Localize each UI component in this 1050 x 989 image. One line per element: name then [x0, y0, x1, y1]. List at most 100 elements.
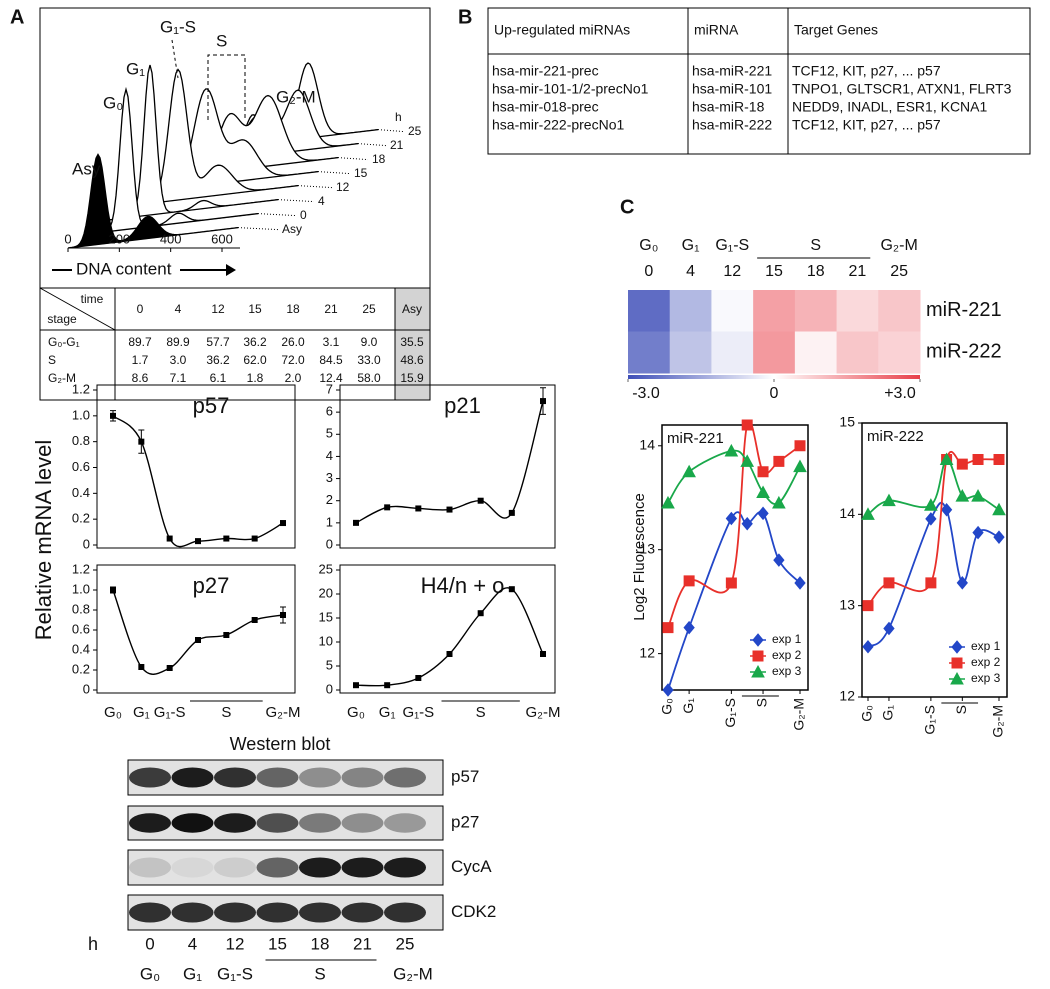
mirna-table-cell: hsa-mir-101-1/2-precNo1: [492, 81, 649, 97]
flow-peak-label: S: [216, 31, 227, 50]
panel-label: C: [620, 196, 634, 218]
y-tick-label: 13: [639, 540, 655, 556]
series-point: [741, 516, 753, 531]
series-point: [882, 493, 896, 507]
blot-stage: G₀: [140, 964, 160, 983]
blot-band: [129, 813, 171, 833]
data-line: [112, 589, 284, 675]
series-point: [924, 498, 938, 511]
data-point: [251, 535, 258, 542]
mirna-table-cell: TCF12, KIT, p27, ... p57: [792, 63, 941, 79]
heatmap-stage: G₀: [639, 237, 658, 254]
heatmap-hour: 21: [849, 263, 867, 280]
x-tick-label: G₂-M: [266, 704, 301, 721]
blot-band: [171, 902, 214, 923]
blot-band: [341, 813, 384, 833]
stage-table-cell: 36.2: [206, 353, 230, 367]
heatmap-stage: G₁: [682, 237, 700, 254]
stage-table-cell: 8.6: [132, 371, 149, 385]
flow-tick-label: 400: [160, 231, 182, 246]
x-tick-label: G₁: [133, 704, 150, 721]
x-tick-label: G₁-S: [722, 698, 738, 728]
heatmap-cell: [836, 290, 879, 332]
data-point: [223, 535, 230, 542]
blot-stage: G₂-M: [393, 964, 433, 983]
colorbar-label: -3.0: [632, 385, 660, 402]
x-tick-label: S: [476, 704, 486, 721]
plot-frame: [339, 384, 556, 549]
series-point: [757, 506, 769, 521]
flow-depth-label: 4: [318, 194, 325, 208]
heatmap-cell: [794, 331, 838, 374]
blot-band: [171, 813, 214, 833]
heatmap-stage: S: [810, 237, 821, 254]
data-point: [223, 632, 230, 638]
x-tick-label: G₁: [379, 704, 396, 721]
stage-table-cell: 48.6: [400, 353, 424, 367]
series-point: [773, 553, 785, 567]
stage-table-cell: 62.0: [243, 353, 267, 367]
flow-leader: [317, 171, 351, 175]
stage-table-cell: 57.7: [206, 335, 230, 349]
legend-label: exp 2: [772, 648, 802, 662]
blot-band: [214, 857, 256, 878]
flow-depth-label: 12: [336, 180, 350, 194]
heatmap-cell: [753, 290, 796, 332]
mirna-table-cell: hsa-miR-18: [692, 99, 765, 115]
flow-depth-label: 21: [390, 138, 404, 152]
plot-frame: [96, 564, 296, 694]
y-tick-label: 4: [326, 448, 333, 463]
blot-band: [214, 902, 256, 923]
blot-band: [256, 767, 299, 788]
x-tick-label: G₁-S: [922, 705, 938, 735]
series-point: [793, 459, 807, 473]
stage-table-diagonal: [39, 287, 116, 331]
stage-table-cell: 2.0: [285, 371, 302, 385]
stage-table-header: 21: [324, 302, 338, 316]
series-point: [756, 485, 770, 499]
blot-band: [256, 813, 299, 833]
heatmap-cell: [628, 290, 671, 332]
series-point: [683, 620, 695, 635]
stage-table-cell: 35.5: [400, 335, 424, 349]
heatmap-row-label: miR-222: [926, 341, 1002, 363]
stage-table-cell: 84.5: [319, 353, 343, 367]
y-tick-label: 0.8: [72, 433, 90, 448]
y-tick-label: 0: [326, 681, 333, 696]
y-tick-label: 0.6: [72, 459, 90, 474]
series-point: [757, 466, 769, 478]
series-point: [794, 440, 806, 452]
blot-band: [384, 857, 426, 878]
plot-frame: [661, 424, 809, 691]
blot-hour: 15: [268, 934, 287, 953]
y-tick-label: 5: [326, 426, 333, 441]
blot-label: CycA: [451, 857, 492, 876]
blot-hour: 0: [145, 934, 154, 953]
stage-table-header: Asy: [402, 302, 422, 316]
series-point: [993, 530, 1005, 544]
blot-hour: 25: [396, 934, 415, 953]
data-point: [195, 637, 201, 643]
data-point: [110, 412, 116, 419]
mirna-table-cell: hsa-miR-222: [692, 117, 772, 133]
blot-band: [129, 767, 171, 788]
heatmap-stage: G₁-S: [715, 237, 749, 254]
series-point: [862, 600, 874, 612]
series-point: [862, 639, 874, 654]
data-point: [446, 506, 453, 513]
blot-hour: 21: [353, 934, 372, 953]
flow-depth-label: 15: [354, 166, 368, 180]
blot-band: [171, 857, 214, 878]
flow-tick-label: 200: [108, 231, 130, 246]
stage-table-cell: 58.0: [357, 371, 381, 385]
western-title: Western blot: [230, 734, 331, 754]
stage-table-stage: G₂-M: [48, 371, 76, 385]
mirna-table-cell: hsa-miR-221: [692, 63, 772, 79]
stage-table-cell: 6.1: [210, 371, 227, 385]
y-tick-label: 12: [639, 644, 655, 660]
y-tick-label: 0: [326, 536, 333, 551]
blot-band: [341, 857, 384, 878]
y-tick-label: 10: [319, 633, 333, 648]
data-point: [353, 682, 359, 689]
flow-tick-label: 600: [211, 231, 233, 246]
